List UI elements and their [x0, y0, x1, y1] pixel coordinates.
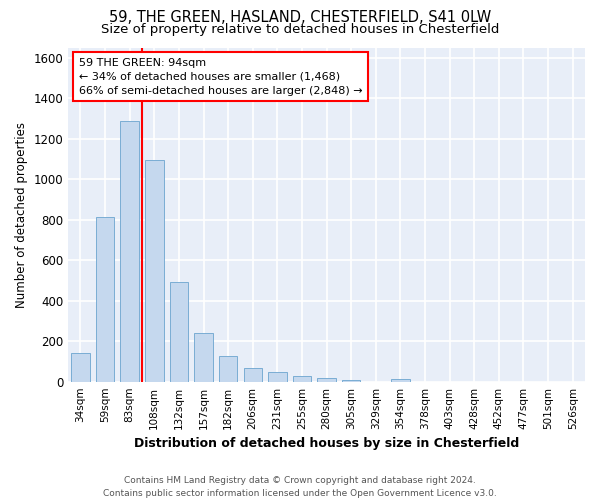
Bar [342, 380, 361, 382]
X-axis label: Distribution of detached houses by size in Chesterfield: Distribution of detached houses by size … [134, 437, 519, 450]
Bar [244, 368, 262, 382]
Bar [170, 282, 188, 382]
Bar [219, 356, 238, 382]
Bar [71, 354, 90, 382]
Bar [96, 216, 115, 382]
Text: Contains HM Land Registry data © Crown copyright and database right 2024.
Contai: Contains HM Land Registry data © Crown c… [103, 476, 497, 498]
Bar [145, 160, 164, 382]
Bar [268, 372, 287, 382]
Bar [391, 378, 410, 382]
Text: 59, THE GREEN, HASLAND, CHESTERFIELD, S41 0LW: 59, THE GREEN, HASLAND, CHESTERFIELD, S4… [109, 10, 491, 25]
Text: 59 THE GREEN: 94sqm
← 34% of detached houses are smaller (1,468)
66% of semi-det: 59 THE GREEN: 94sqm ← 34% of detached ho… [79, 58, 362, 96]
Text: Size of property relative to detached houses in Chesterfield: Size of property relative to detached ho… [101, 22, 499, 36]
Y-axis label: Number of detached properties: Number of detached properties [15, 122, 28, 308]
Bar [317, 378, 336, 382]
Bar [194, 333, 213, 382]
Bar [121, 122, 139, 382]
Bar [293, 376, 311, 382]
